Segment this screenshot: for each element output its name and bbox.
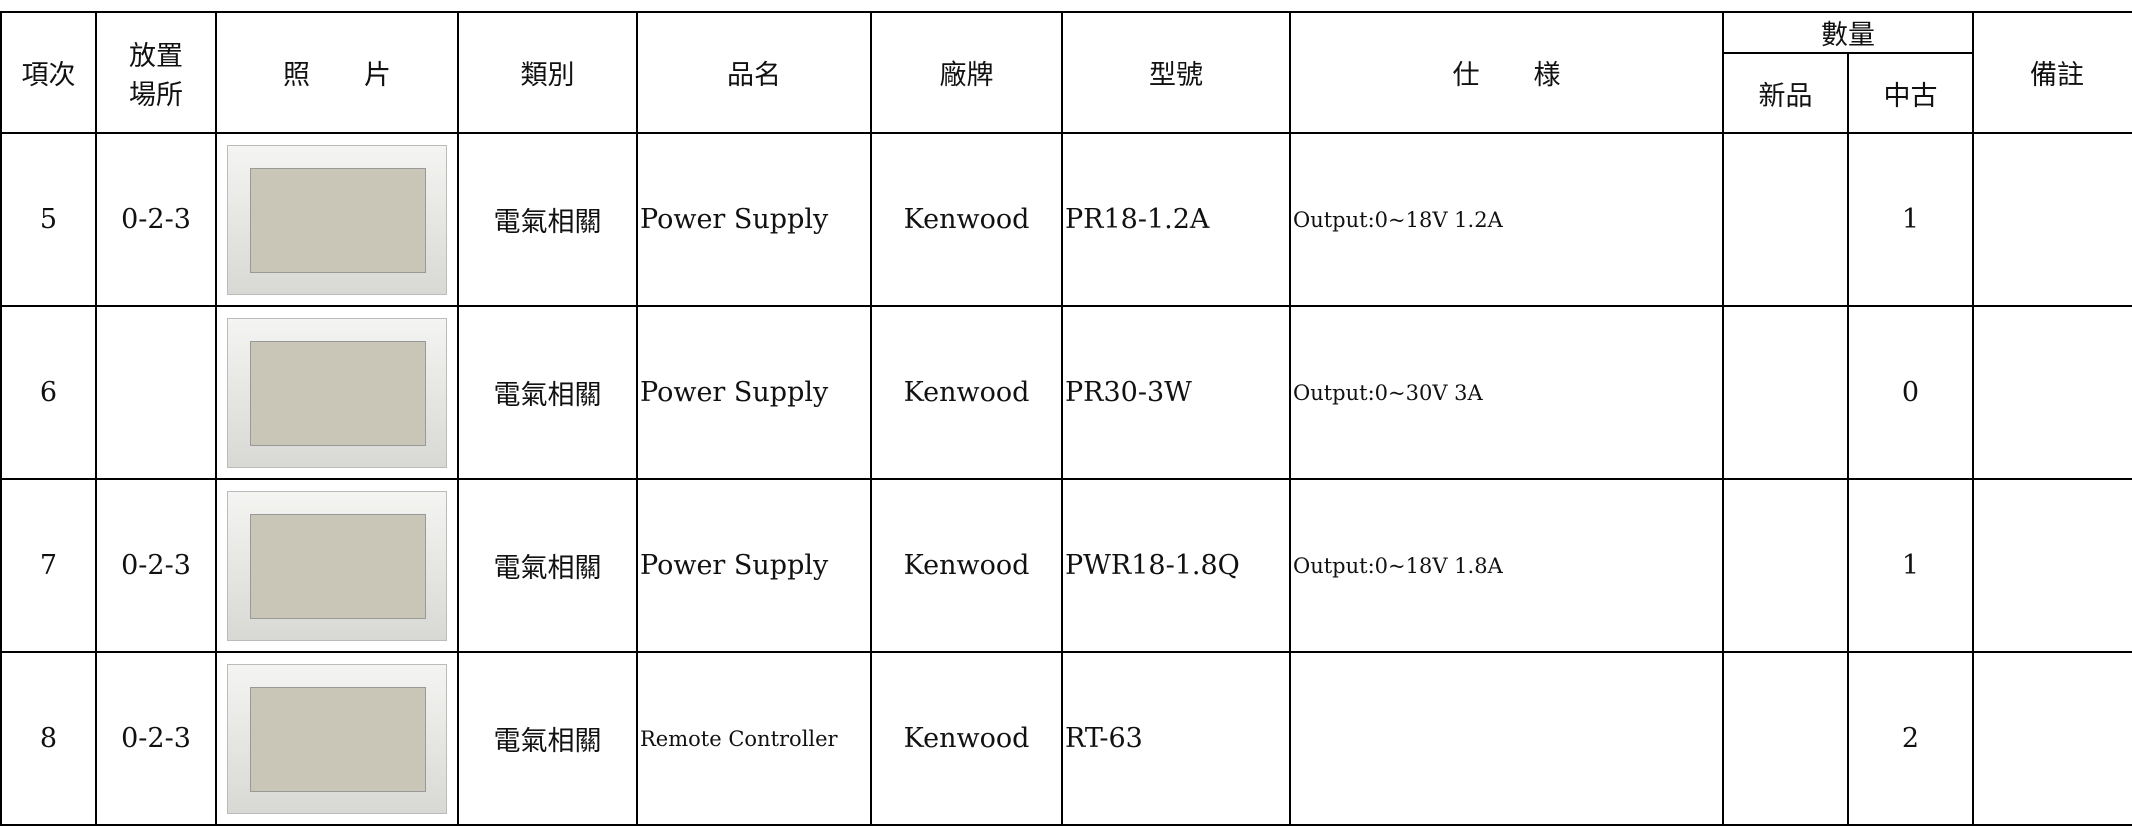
cell: 7: [0, 478, 97, 653]
header-cell: 備註: [1972, 11, 2132, 134]
header-cell: 廠牌: [870, 11, 1063, 134]
cell: Remote Controller: [636, 651, 872, 826]
table-row: 6 電氣相關 Power Supply Kenwood PR30-3W Output:0~…: [0, 305, 2132, 480]
header-cell: 品名: [636, 11, 872, 134]
cell: 0-2-3: [95, 651, 217, 826]
product-photo: [227, 490, 447, 641]
cell: [1972, 305, 2132, 480]
cell: 電氣相關: [457, 132, 638, 307]
cell: Power Supply: [636, 478, 872, 653]
cell: PWR18-1.8Q: [1061, 478, 1291, 653]
cell: [1972, 478, 2132, 653]
photo-cell: [215, 651, 459, 826]
cell: Output:0~30V 3A: [1289, 305, 1724, 480]
cell: 8: [0, 651, 97, 826]
cell: Output:0~18V 1.2A: [1289, 132, 1724, 307]
cell: 0-2-3: [95, 478, 217, 653]
photo-cell: [215, 305, 459, 480]
photo-cell: [215, 132, 459, 307]
table-row: 7 0-2-3 電氣相關 Power Supply Kenwood PWR18-1.8Q O…: [0, 478, 2132, 653]
table-row: 8 0-2-3 電氣相關 Remote Controller Kenwood RT-63 2: [0, 651, 2132, 826]
cell: 1: [1847, 132, 1974, 307]
product-photo: [227, 663, 447, 814]
header-cell: 類別: [457, 11, 638, 134]
cell: [1722, 651, 1849, 826]
cell: [1289, 651, 1724, 826]
header-cell: 新品: [1722, 52, 1849, 134]
cell: Power Supply: [636, 305, 872, 480]
cell: [1972, 651, 2132, 826]
cell: 5: [0, 132, 97, 307]
cell: [1972, 132, 2132, 307]
header-cell: 項次: [0, 11, 97, 134]
header-text: 場所: [129, 79, 183, 111]
cell: 電氣相關: [457, 478, 638, 653]
header-cell: 中古: [1847, 52, 1974, 134]
header-cell: 數量: [1722, 11, 1974, 54]
cell: 2: [1847, 651, 1974, 826]
table-wrap: 項次 放置 場所 照 片 類別 品名 廠牌 型號 仕 様 數量 備註 新品 中古 …: [0, 11, 2132, 826]
cell: Kenwood: [870, 651, 1063, 826]
cell: [1722, 478, 1849, 653]
cell: 0: [1847, 305, 1974, 480]
cell: 6: [0, 305, 97, 480]
cell: Kenwood: [870, 478, 1063, 653]
cell: [1722, 305, 1849, 480]
photo-cell: [215, 478, 459, 653]
table-row: 5 0-2-3 電氣相關 Power Supply Kenwood PR18-1.2A Ou…: [0, 132, 2132, 307]
cell: 0-2-3: [95, 132, 217, 307]
cell: 電氣相關: [457, 305, 638, 480]
cell: PR30-3W: [1061, 305, 1291, 480]
cell: Kenwood: [870, 305, 1063, 480]
cell: [95, 305, 217, 480]
product-photo: [227, 317, 447, 468]
cell: Power Supply: [636, 132, 872, 307]
cell: [1722, 132, 1849, 307]
cell: RT-63: [1061, 651, 1291, 826]
header-cell: 仕 様: [1289, 11, 1724, 134]
header-cell: 型號: [1061, 11, 1291, 134]
header-cell: 照 片: [215, 11, 459, 134]
inventory-table: 項次 放置 場所 照 片 類別 品名 廠牌 型號 仕 様 數量 備註 新品 中古 …: [0, 11, 2132, 826]
cell: Kenwood: [870, 132, 1063, 307]
product-photo: [227, 144, 447, 295]
cell: 電氣相關: [457, 651, 638, 826]
cell: 1: [1847, 478, 1974, 653]
header-cell: 放置 場所: [95, 11, 217, 134]
cell: Output:0~18V 1.8A: [1289, 478, 1724, 653]
cell: PR18-1.2A: [1061, 132, 1291, 307]
header-text: 放置: [129, 40, 183, 72]
